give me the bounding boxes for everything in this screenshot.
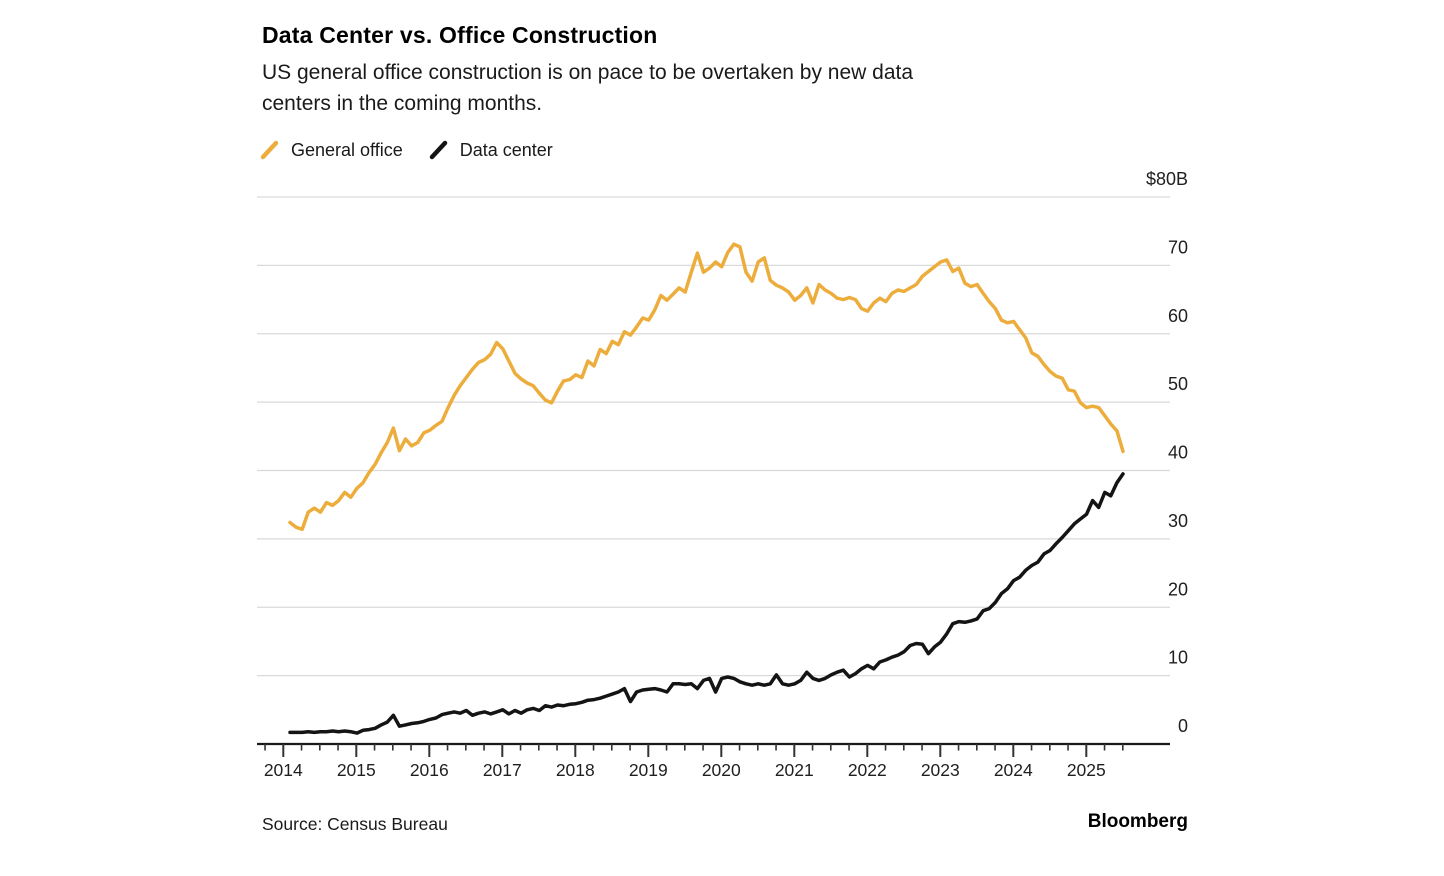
x-tick-label: 2016 — [410, 760, 449, 780]
y-tick-label: 70 — [1168, 237, 1188, 257]
y-axis-top-label: $80B — [1146, 169, 1188, 189]
legend-item-general-office: General office — [260, 139, 403, 161]
x-tick-label: 2019 — [629, 760, 668, 780]
x-tick-label: 2024 — [994, 760, 1033, 780]
legend-swatch-data-center-icon — [429, 140, 447, 160]
x-tick-label: 2014 — [264, 760, 303, 780]
x-tick-label: 2020 — [702, 760, 741, 780]
chart-subtitle: US general office construction is on pac… — [262, 61, 914, 115]
y-tick-label: 30 — [1168, 511, 1188, 531]
brand-logo: Bloomberg — [1087, 811, 1188, 832]
x-tick-label: 2023 — [921, 760, 960, 780]
chart-title: Data Center vs. Office Construction — [262, 22, 658, 48]
series-line-general-office — [288, 242, 1125, 532]
series-line-data-center — [288, 472, 1125, 735]
source-note: Source: Census Bureau — [262, 814, 448, 834]
x-tick-label: 2017 — [483, 760, 522, 780]
legend-label-general-office: General office — [291, 139, 403, 160]
y-tick-label: 40 — [1168, 443, 1188, 463]
x-tick-label: 2022 — [848, 760, 887, 780]
x-tick-label: 2015 — [337, 760, 376, 780]
y-tick-label: 20 — [1168, 579, 1188, 599]
y-tick-label: 0 — [1178, 716, 1188, 736]
legend-item-data-center: Data center — [429, 139, 553, 161]
y-tick-label: 10 — [1168, 648, 1188, 668]
x-tick-label: 2025 — [1067, 760, 1106, 780]
legend-label-data-center: Data center — [459, 139, 553, 160]
x-tick-label: 2021 — [775, 760, 814, 780]
x-tick-label: 2018 — [556, 760, 595, 780]
legend-swatch-general-office-icon — [260, 140, 279, 160]
legend: General office Data center — [260, 139, 553, 161]
y-tick-label: 50 — [1168, 374, 1188, 394]
y-tick-label: 60 — [1168, 306, 1188, 326]
